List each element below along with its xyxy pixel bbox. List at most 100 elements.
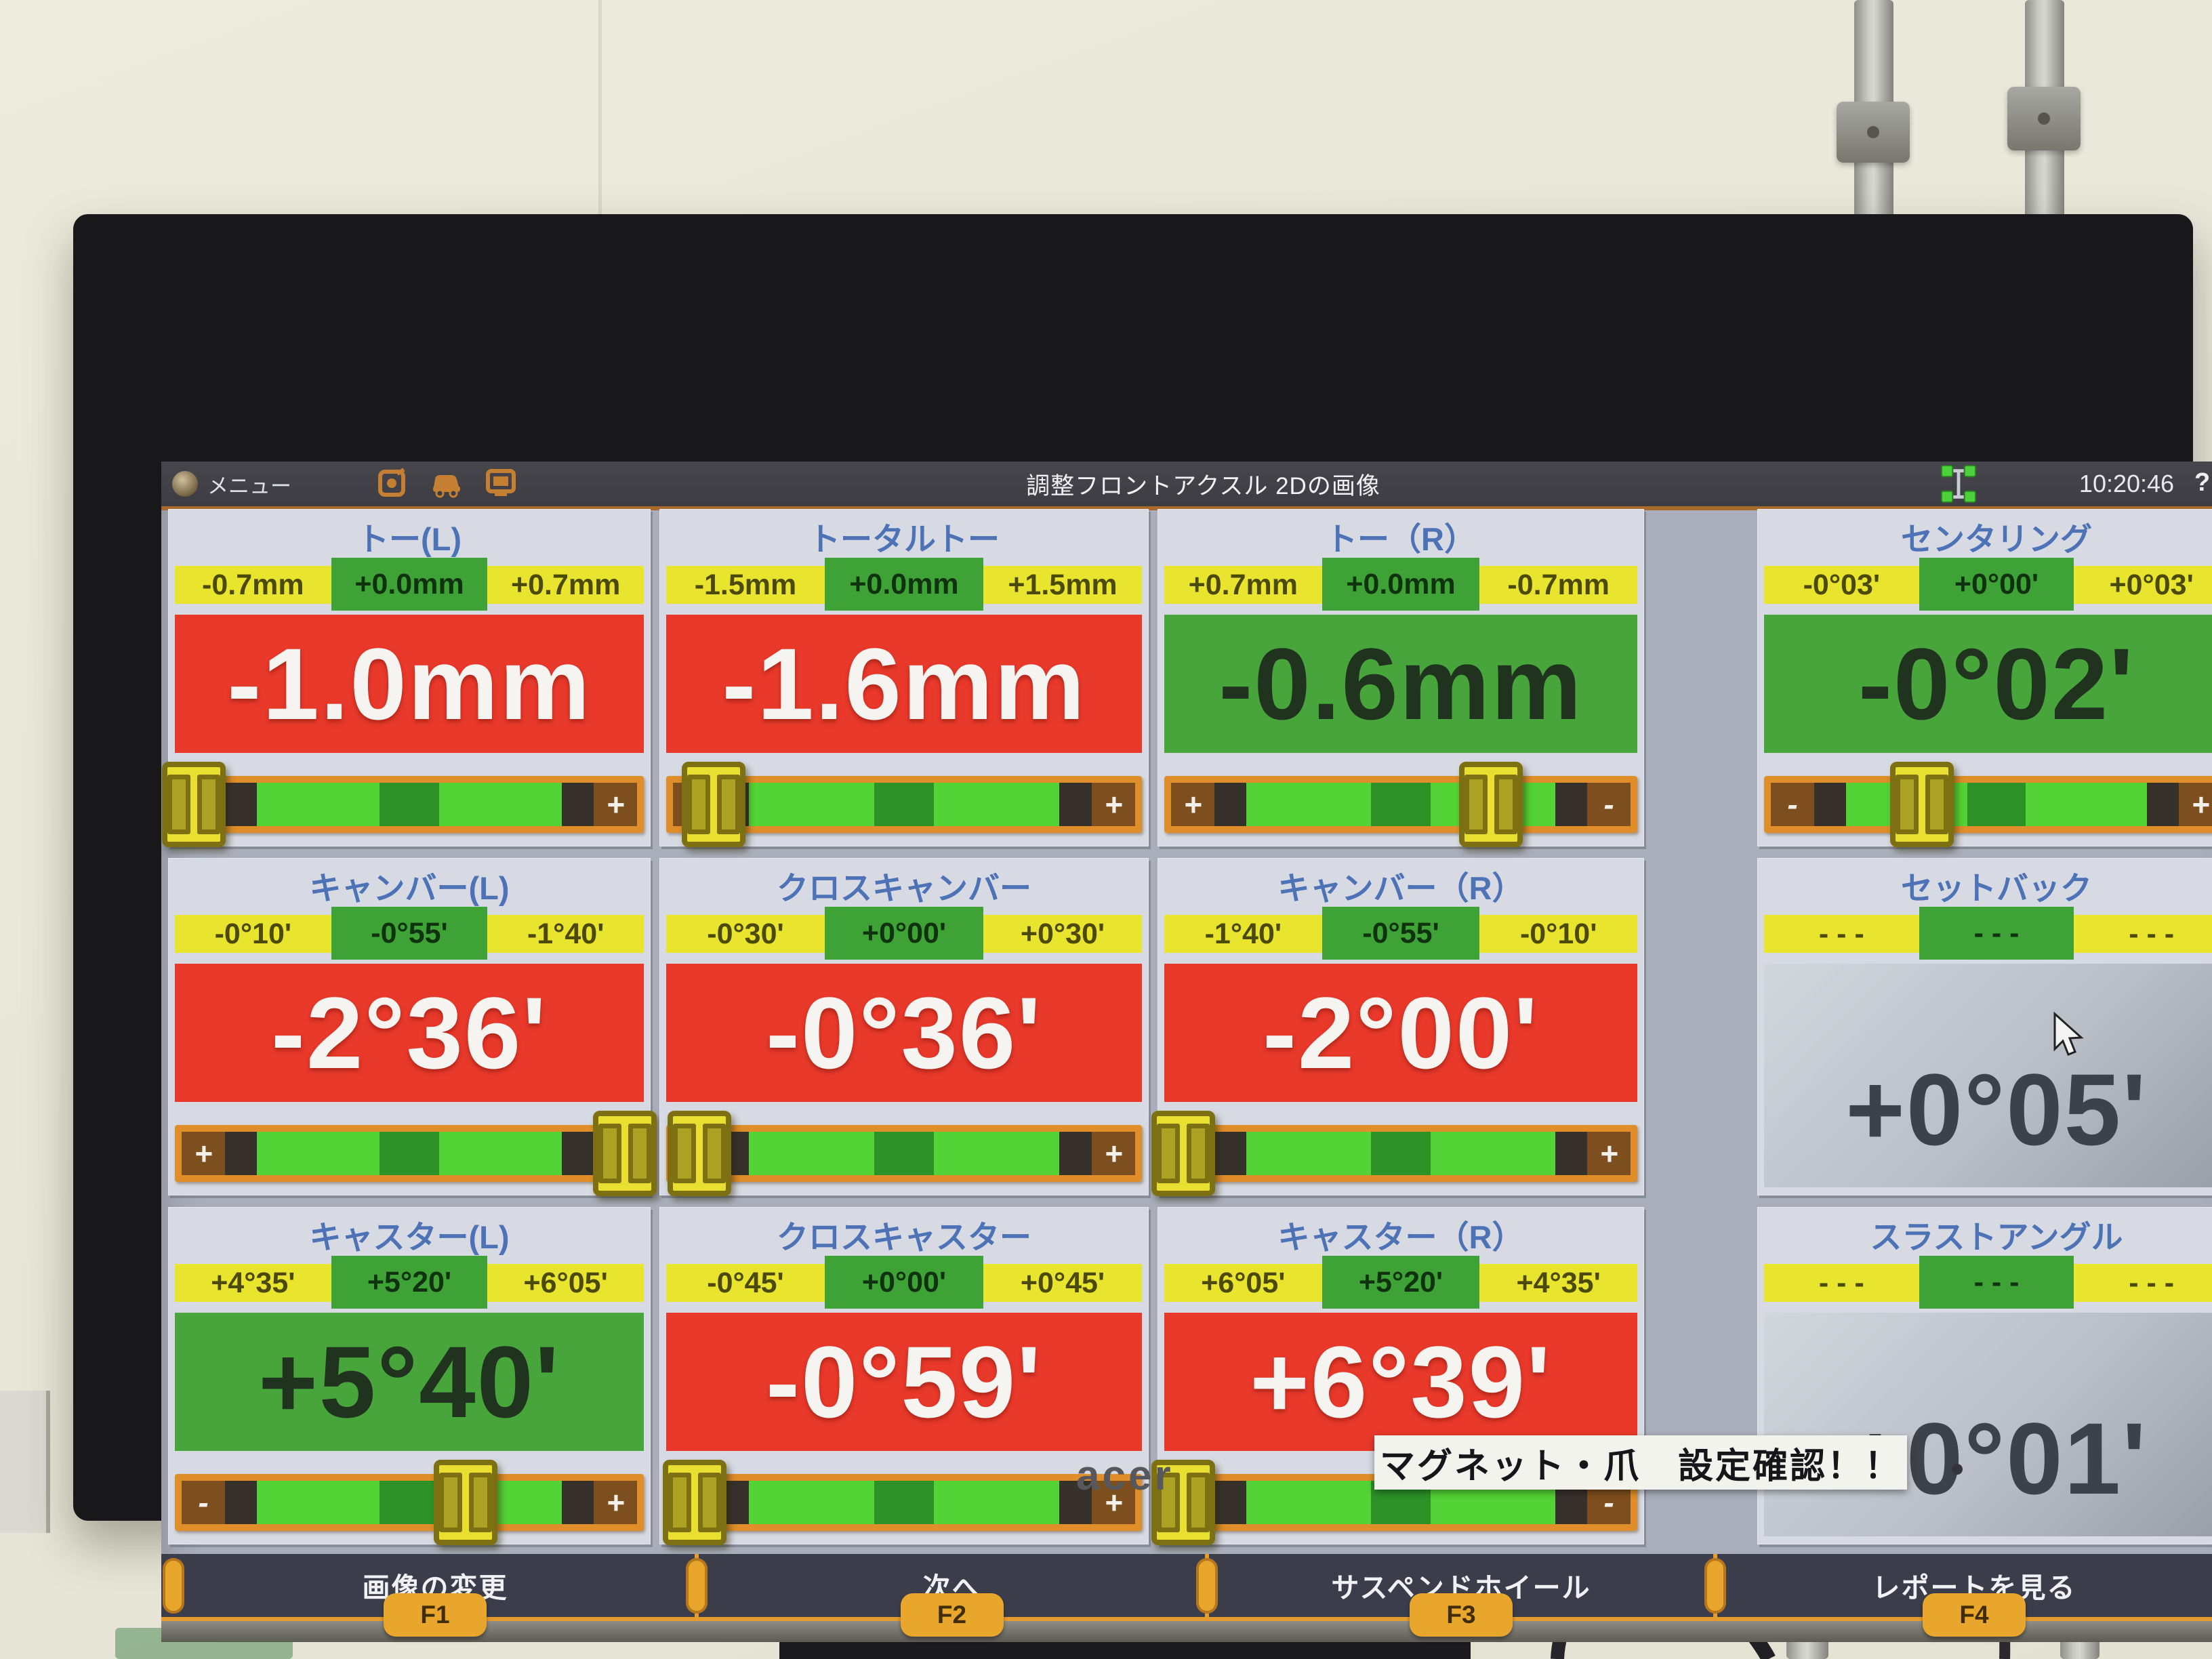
panel-title: クロスキャスター	[777, 1219, 1031, 1255]
gauge-track: - +	[673, 1132, 1135, 1175]
gauge-cursor[interactable]	[682, 762, 746, 847]
measurement-value: -1.0mm	[227, 627, 592, 741]
spec-target-label: -0°55'	[331, 907, 488, 960]
gauge-track: + -	[182, 1132, 638, 1175]
spec-max-label: +0°45'	[983, 1264, 1142, 1302]
panel-title: スラストアングル	[1870, 1219, 2123, 1255]
vehicle-icon[interactable]	[431, 467, 462, 498]
gauge-cursor[interactable]	[668, 1111, 732, 1196]
gauge-out-zone	[1214, 1132, 1247, 1175]
function-key-tab[interactable]: F3	[1410, 1593, 1513, 1637]
panel-title: キャスター（R）	[1277, 1219, 1524, 1255]
panel-title: キャンバー(L)	[309, 870, 510, 906]
spec-max-label: -0.7mm	[1479, 566, 1638, 604]
measurement-value: +5°40'	[258, 1325, 560, 1439]
display-icon[interactable]	[485, 467, 516, 498]
function-bar-knob	[1704, 1558, 1726, 1614]
power-led	[1952, 1464, 1963, 1475]
adjustment-gauge[interactable]: - +	[666, 762, 1142, 847]
gauge-right-sign: +	[1092, 1132, 1135, 1175]
measurement-value-box: -1.6mm	[666, 615, 1142, 753]
gauge-track: - +	[673, 1481, 1135, 1524]
function-key-tab[interactable]: F1	[384, 1593, 487, 1637]
spec-target-label: +0.0mm	[825, 558, 983, 611]
spec-target-label: +5°20'	[331, 1256, 488, 1309]
gauge-cursor[interactable]	[1151, 1460, 1215, 1545]
spec-max-label: +6°05'	[487, 1264, 644, 1302]
spec-min-label: +6°05'	[1164, 1264, 1322, 1302]
spec-range-bar: -1°40' -0°55' -0°10'	[1164, 907, 1638, 960]
gauge-ok-zone	[1246, 783, 1371, 826]
adjustment-gauge[interactable]: - +	[175, 1460, 644, 1545]
gauge-out-zone	[561, 1481, 594, 1524]
gauge-ok-zone	[257, 1481, 380, 1524]
sensor-icon[interactable]	[377, 467, 408, 498]
adjustment-gauge[interactable]: - +	[1764, 762, 2212, 847]
gauge-cursor[interactable]	[161, 762, 226, 847]
gauge-cursor[interactable]	[434, 1460, 498, 1545]
gauge-cursor[interactable]	[663, 1460, 727, 1545]
whiteboard-edge	[0, 1391, 50, 1533]
monitor-brand-logo: acer	[1076, 1452, 1174, 1499]
gauge-ok-zone	[748, 783, 874, 826]
measurement-value-box: -2°00'	[1164, 964, 1637, 1102]
gauge-cursor[interactable]	[593, 1111, 657, 1196]
gauge-ok-zone	[748, 1481, 874, 1524]
function-key-tab[interactable]: F4	[1923, 1593, 2026, 1637]
adjustment-gauge[interactable]: - +	[663, 1460, 1142, 1545]
spec-min-label: -1°40'	[1164, 915, 1322, 953]
gauge-out-zone	[1555, 1132, 1587, 1175]
measurement-value-box: -0.6mm	[1164, 615, 1637, 753]
function-button-f3[interactable]: サスペンドホイール F3	[1207, 1554, 1715, 1637]
measurement-panel-total-toe: トータルトー -1.5mm +0.0mm +1.5mm -1.6mm - +	[659, 509, 1149, 847]
gauge-out-zone	[225, 1132, 258, 1175]
function-key-tab[interactable]: F2	[900, 1593, 1004, 1637]
spec-target-label: +0°00'	[825, 1256, 983, 1309]
gauge-target-zone	[1967, 783, 2026, 826]
pipe-clamp	[1837, 102, 1910, 163]
measurement-panel-setback: セットバック - - - - - - - - - +0°05'	[1757, 858, 2212, 1195]
gauge-cursor[interactable]	[1458, 762, 1523, 847]
gauge-out-zone	[561, 783, 594, 826]
gauge-cursor[interactable]	[1890, 762, 1954, 847]
measurement-value: -2°00'	[1263, 976, 1539, 1090]
spec-min-label: +0.7mm	[1164, 566, 1322, 604]
measurement-value: -2°36'	[271, 976, 548, 1090]
adjustment-gauge[interactable]: - +	[161, 762, 644, 847]
gauge-right-sign: +	[594, 1481, 638, 1524]
measurement-value: -0°59'	[766, 1325, 1042, 1439]
gauge-track: - +	[673, 783, 1135, 826]
measurement-value-box: -2°36'	[175, 964, 644, 1102]
measurement-value: -0.6mm	[1218, 627, 1583, 741]
help-button[interactable]: ?	[2194, 468, 2211, 497]
measurement-panel-camber-left: キャンバー(L) -0°10' -0°55' -1°40' -2°36' + -	[168, 858, 657, 1196]
adjustment-gauge[interactable]: - +	[1151, 1111, 1637, 1196]
panel-title: トー(L)	[356, 521, 462, 557]
spec-max-label: -1°40'	[487, 915, 644, 953]
gauge-right-sign: +	[594, 783, 638, 826]
adjustment-gauge[interactable]: + -	[175, 1111, 657, 1196]
spec-max-label: +4°35'	[1479, 1264, 1638, 1302]
gauge-ok-zone	[934, 1481, 1060, 1524]
gauge-out-zone	[1555, 783, 1587, 826]
gauge-left-sign: -	[1771, 783, 1814, 826]
menu-button[interactable]: メニュー	[207, 474, 291, 498]
spec-min-label: -0°10'	[175, 915, 331, 953]
function-button-f1[interactable]: 画像の変更 F1	[173, 1554, 697, 1637]
function-button-f2[interactable]: 次へ F2	[697, 1554, 1207, 1637]
measurement-panel-toe-left: トー(L) -0.7mm +0.0mm +0.7mm -1.0mm - +	[161, 509, 651, 847]
pipe-clamp	[2007, 87, 2081, 150]
toolbar-icons	[377, 467, 516, 498]
function-button-f4[interactable]: レポートを見る F4	[1715, 1554, 2212, 1637]
panel-title: トー（R）	[1326, 521, 1476, 557]
measurement-value: -0°02'	[1858, 627, 2135, 741]
adjustment-gauge[interactable]: - +	[666, 1111, 1142, 1196]
gauge-ok-zone	[934, 1132, 1060, 1175]
gauge-out-zone	[1814, 783, 1846, 826]
spec-max-label: +1.5mm	[983, 566, 1142, 604]
function-bar-knob	[1196, 1558, 1218, 1614]
gauge-cursor[interactable]	[1151, 1111, 1215, 1196]
gauge-ok-zone	[1246, 1132, 1371, 1175]
adjustment-gauge[interactable]: + -	[1164, 762, 1637, 847]
